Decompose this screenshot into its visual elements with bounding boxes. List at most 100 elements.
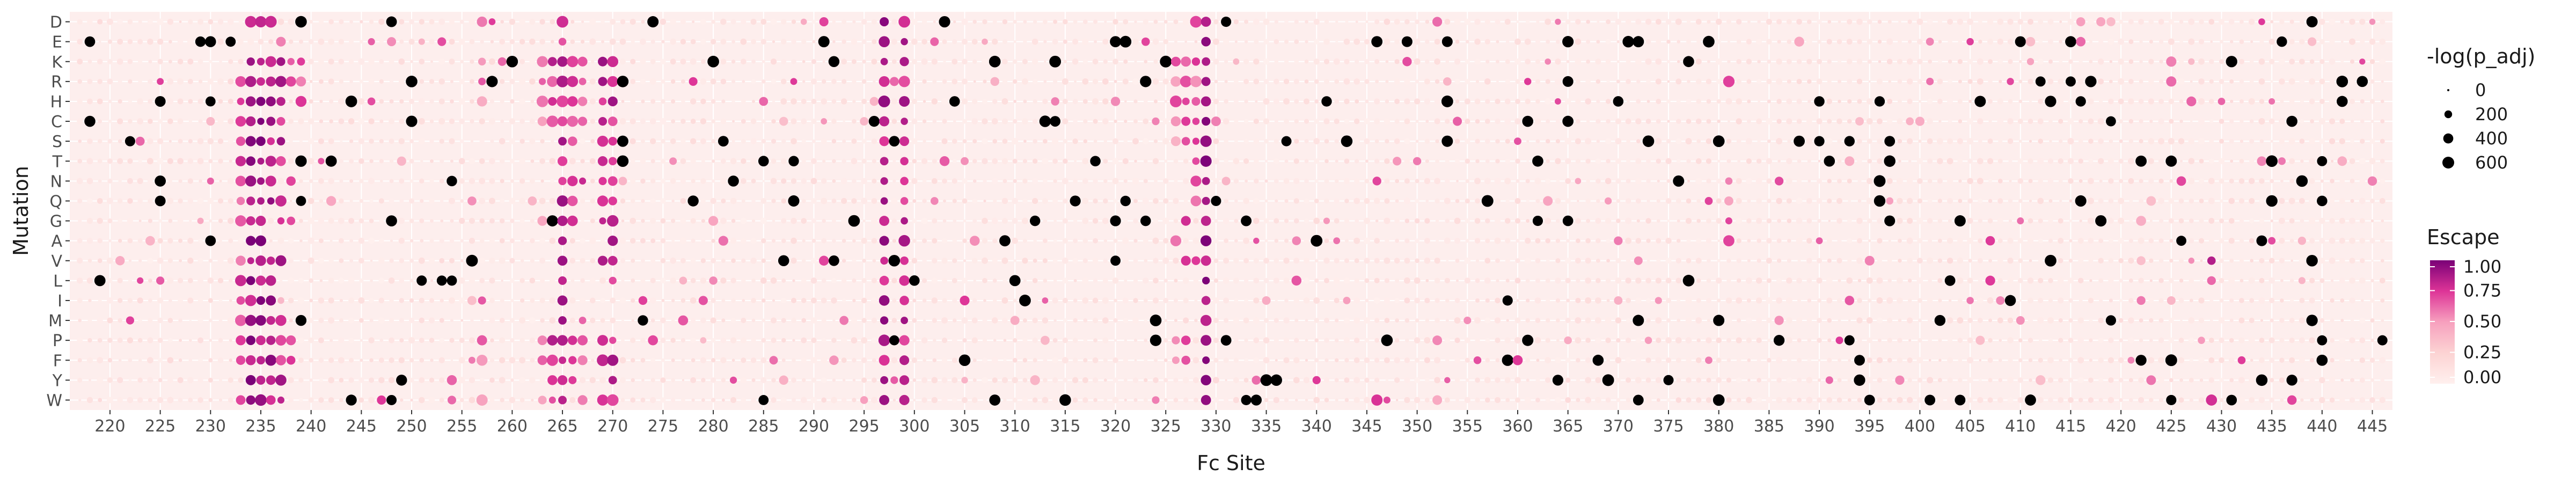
data-point — [1484, 377, 1491, 384]
data-point — [2017, 397, 2024, 403]
data-point — [1001, 118, 1008, 125]
data-point — [750, 238, 757, 244]
data-point — [429, 377, 435, 383]
data-point — [265, 16, 277, 28]
data-point — [821, 357, 827, 364]
data-point — [2017, 217, 2024, 225]
data-point — [2026, 58, 2035, 65]
data-point — [771, 258, 777, 264]
data-point — [2360, 258, 2365, 264]
data-point — [2199, 279, 2204, 282]
data-point — [1344, 358, 1349, 363]
data-point — [2189, 278, 2194, 283]
data-point — [1576, 238, 1580, 244]
data-point — [489, 398, 495, 402]
data-point — [246, 116, 256, 127]
data-point — [1665, 337, 1672, 343]
data-point — [198, 119, 203, 124]
data-point — [369, 218, 374, 223]
data-point — [2018, 358, 2023, 363]
data-point — [229, 339, 232, 342]
data-point — [2069, 199, 2073, 203]
data-point — [236, 355, 246, 365]
data-point — [500, 198, 505, 203]
data-point — [2179, 99, 2184, 104]
data-point — [780, 397, 787, 403]
data-point — [1434, 357, 1441, 364]
data-point — [157, 257, 164, 264]
data-point — [1364, 198, 1370, 204]
data-point — [1023, 40, 1027, 44]
data-point — [1353, 138, 1360, 144]
data-point — [1424, 178, 1431, 185]
data-point — [328, 178, 334, 185]
data-point — [379, 79, 384, 84]
data-point — [1052, 377, 1058, 383]
data-point — [359, 278, 364, 283]
data-point — [2307, 37, 2317, 46]
data-point — [1494, 237, 1501, 244]
data-point — [1605, 278, 1611, 283]
data-point — [87, 258, 92, 263]
data-point — [2136, 216, 2146, 226]
data-point — [1837, 138, 1842, 144]
data-point — [1817, 39, 1821, 44]
data-point — [78, 139, 82, 143]
data-point — [942, 219, 947, 223]
data-point — [1866, 197, 1873, 204]
data-point — [1243, 237, 1250, 244]
data-point — [740, 337, 747, 343]
data-point — [1454, 338, 1460, 343]
data-point — [255, 255, 266, 266]
data-point — [1595, 58, 1601, 65]
data-point — [923, 100, 926, 103]
data-point — [1293, 78, 1299, 84]
data-point — [228, 138, 233, 144]
data-point — [489, 178, 495, 184]
data-point — [569, 297, 576, 304]
data-point — [671, 398, 676, 402]
data-point — [619, 118, 626, 125]
x-tick-label: 255 — [447, 417, 477, 436]
data-point — [1907, 178, 1913, 184]
data-point — [1736, 357, 1741, 363]
data-point — [1142, 197, 1149, 204]
data-point — [1083, 139, 1088, 143]
data-point — [1725, 317, 1732, 324]
data-point — [741, 357, 747, 363]
data-point — [821, 318, 826, 323]
data-point — [1706, 119, 1711, 124]
data-point — [2048, 218, 2053, 224]
data-point — [2280, 99, 2284, 104]
data-point — [2008, 99, 2013, 104]
data-point — [1324, 358, 1329, 362]
data-point — [1786, 397, 1792, 403]
data-point — [1514, 118, 1521, 125]
data-point — [2108, 158, 2114, 164]
data-point — [2008, 199, 2013, 203]
data-point — [1776, 377, 1782, 383]
data-point — [1335, 398, 1338, 402]
data-point — [2250, 259, 2254, 263]
data-point — [2068, 318, 2073, 323]
data-point — [1223, 258, 1230, 264]
data-point — [429, 139, 434, 144]
data-point — [1504, 377, 1511, 383]
data-point — [1305, 339, 1308, 342]
data-point — [255, 216, 266, 226]
data-point — [1665, 277, 1672, 284]
data-point — [1495, 138, 1500, 144]
data-point — [1404, 338, 1409, 343]
data-point — [2349, 297, 2355, 304]
data-point — [1877, 238, 1883, 244]
data-point — [1141, 37, 1150, 46]
data-point — [1013, 338, 1018, 343]
data-point — [2089, 60, 2093, 64]
data-point — [86, 178, 93, 185]
data-point — [2369, 158, 2376, 165]
data-point — [429, 19, 435, 25]
data-point — [1534, 178, 1541, 185]
data-point — [1848, 199, 1851, 203]
data-point — [1987, 357, 1993, 363]
data-point — [2309, 78, 2316, 85]
